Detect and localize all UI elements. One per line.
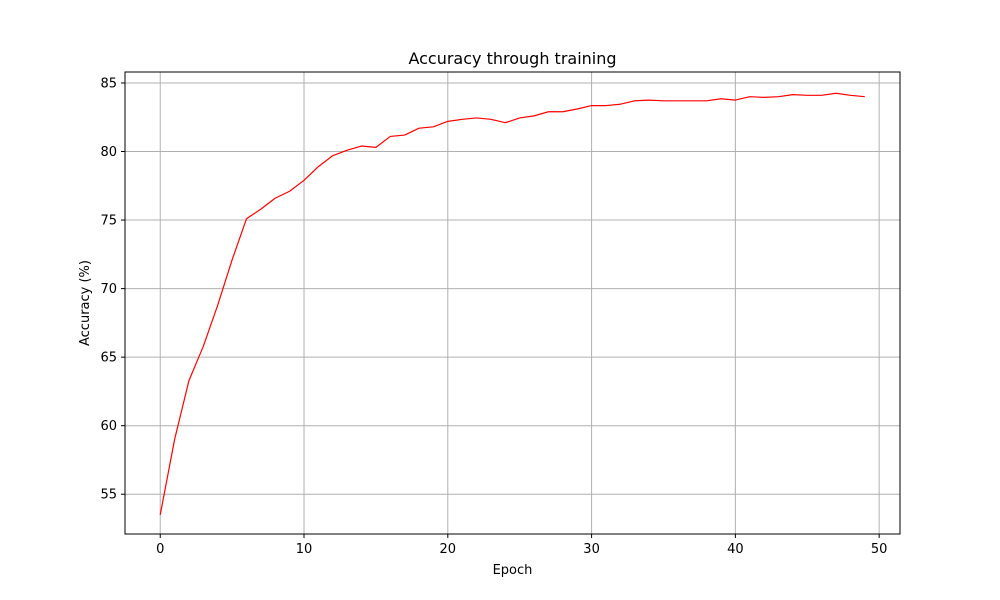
chart-title: Accuracy through training [408, 49, 616, 68]
grid [125, 72, 900, 534]
x-tick-label: 20 [440, 542, 457, 557]
x-tick-label: 30 [583, 542, 600, 557]
y-tick-label: 70 [100, 282, 117, 297]
series-layer [159, 92, 865, 515]
ticks: 0 10 20 30 40 50 55 60 65 70 75 80 85 [100, 76, 887, 557]
x-tick-label: 40 [727, 542, 744, 557]
y-tick-label: 85 [100, 76, 117, 91]
y-tick-label: 75 [100, 214, 117, 229]
x-axis-label: Epoch [493, 563, 533, 578]
accuracy-series-line [159, 92, 865, 515]
x-tick-label: 0 [156, 542, 164, 557]
y-tick-label: 60 [100, 419, 117, 434]
plot-frame [124, 71, 901, 535]
y-tick-label: 65 [100, 351, 117, 366]
y-tick-label: 55 [100, 488, 117, 503]
x-tick-label: 10 [296, 542, 313, 557]
x-tick-label: 50 [871, 542, 888, 557]
y-tick-label: 80 [100, 145, 117, 160]
y-axis-label: Accuracy (%) [78, 260, 93, 346]
